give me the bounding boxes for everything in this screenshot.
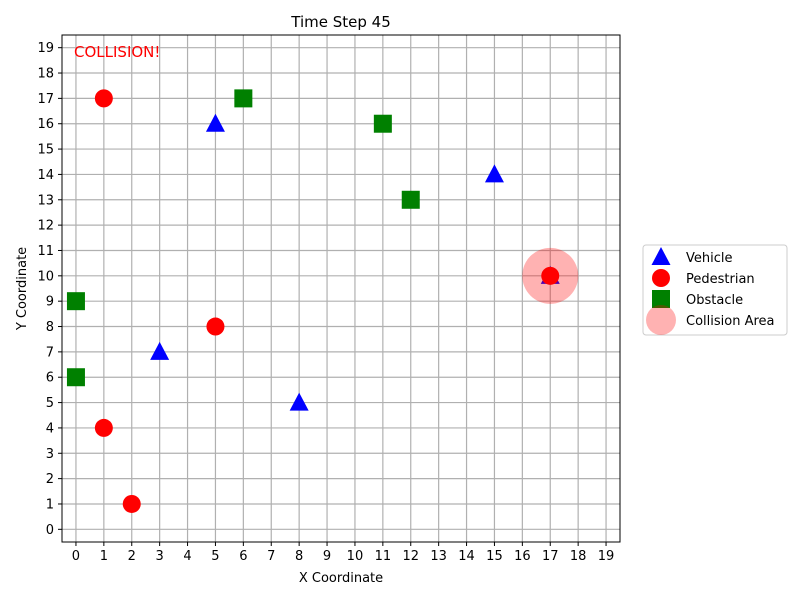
collision-annotation: COLLISION!: [74, 43, 160, 61]
y-tick-label: 12: [37, 219, 54, 234]
y-tick-label: 15: [37, 143, 54, 158]
legend: Vehicle Pedestrian Obstacle Collision Area: [643, 245, 787, 335]
legend-pedestrian-swatch: [652, 269, 670, 287]
obstacle-marker: [374, 115, 392, 133]
legend-collision-area-swatch: [646, 305, 676, 335]
x-tick-label: 0: [72, 549, 80, 564]
x-tick-label: 11: [375, 549, 392, 564]
y-tick-label: 5: [46, 396, 54, 411]
x-tick-label: 18: [570, 549, 587, 564]
y-tick-label: 16: [37, 117, 54, 132]
pedestrian-marker: [95, 419, 113, 437]
x-tick-label: 4: [183, 549, 191, 564]
x-tick-label: 6: [239, 549, 247, 564]
y-tick-label: 19: [37, 41, 54, 56]
y-tick-label: 8: [46, 320, 54, 335]
y-tick-label: 18: [37, 67, 54, 82]
x-tick-label: 9: [323, 549, 331, 564]
collision-area-marker: [522, 248, 578, 304]
pedestrian-marker: [95, 89, 113, 107]
x-tick-label: 13: [430, 549, 447, 564]
y-tick-label: 1: [46, 497, 54, 512]
obstacle-marker: [67, 292, 85, 310]
obstacle-marker: [67, 368, 85, 386]
legend-obstacle-label: Obstacle: [686, 293, 743, 308]
y-tick-label: 13: [37, 193, 54, 208]
y-tick-label: 11: [37, 244, 54, 259]
y-tick-label: 0: [46, 523, 54, 538]
y-tick-label: 17: [37, 92, 54, 107]
x-tick-label: 7: [267, 549, 275, 564]
y-tick-label: 2: [46, 472, 54, 487]
legend-pedestrian-label: Pedestrian: [686, 272, 755, 287]
pedestrian-marker: [206, 318, 224, 336]
x-tick-label: 10: [347, 549, 364, 564]
y-tick-label: 9: [46, 295, 54, 310]
legend-collision-area-label: Collision Area: [686, 314, 775, 329]
y-tick-label: 6: [46, 371, 54, 386]
x-tick-label: 15: [486, 549, 503, 564]
obstacle-marker: [234, 89, 252, 107]
y-axis-title: Y Coordinate: [15, 247, 30, 331]
x-tick-label: 1: [100, 549, 108, 564]
pedestrian-marker: [123, 495, 141, 513]
x-tick-label: 8: [295, 549, 303, 564]
obstacle-marker: [402, 191, 420, 209]
x-tick-label: 12: [402, 549, 419, 564]
x-tick-label: 5: [211, 549, 219, 564]
x-tick-label: 19: [598, 549, 615, 564]
y-tick-label: 7: [46, 345, 54, 360]
x-tick-label: 3: [156, 549, 164, 564]
x-tick-label: 17: [542, 549, 559, 564]
y-tick-label: 10: [37, 269, 54, 284]
y-tick-label: 3: [46, 447, 54, 462]
y-tick-label: 4: [46, 421, 54, 436]
x-tick-label: 2: [128, 549, 136, 564]
x-axis-title: X Coordinate: [299, 571, 383, 586]
y-tick-label: 14: [37, 168, 54, 183]
x-axis-ticks: 0 1 2 3 4 5 6 7 8 9 10 11 12 13 14 15 16 17 18 19: [72, 542, 615, 564]
legend-vehicle-label: Vehicle: [686, 251, 733, 266]
chart-title: Time Step 45: [290, 13, 391, 31]
x-tick-label: 16: [514, 549, 531, 564]
x-tick-label: 14: [458, 549, 475, 564]
